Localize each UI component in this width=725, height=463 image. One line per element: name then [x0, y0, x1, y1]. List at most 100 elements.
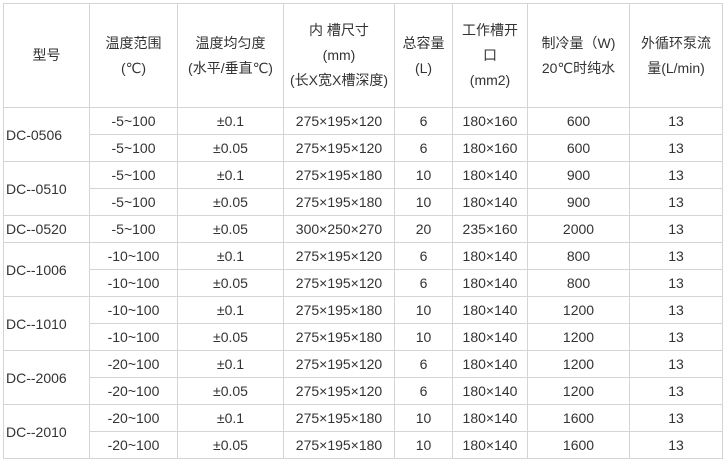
table-cell: -10~100 — [89, 269, 178, 297]
column-header: 温度范围 (℃) — [89, 3, 178, 108]
table-cell: ±0.05 — [177, 215, 284, 243]
model-cell: DC--1006 — [3, 242, 90, 297]
column-header-line: 工作槽开 — [462, 22, 518, 38]
table-cell: ±0.1 — [177, 296, 284, 324]
table-cell: 1600 — [527, 404, 630, 432]
table-cell: 1200 — [527, 377, 630, 405]
table-cell: 180×160 — [452, 134, 528, 162]
table-cell: -10~100 — [89, 296, 178, 324]
column-header: 温度均匀度 (水平/垂直℃) — [177, 3, 284, 108]
table-row: -20~100 ±0.05 275×195×180 10 180×140 1600 13 — [4, 431, 723, 459]
table-cell: ±0.05 — [177, 188, 284, 216]
table-cell: 20 — [394, 215, 453, 243]
model-cell: DC--2010 — [3, 404, 90, 459]
table-cell: ±0.1 — [177, 404, 284, 432]
table-cell: 1200 — [527, 296, 630, 324]
table-row: -20~100 ±0.05 275×195×120 6 180×140 1200 13 — [4, 377, 723, 405]
column-header: 总容量 (L) — [394, 3, 453, 108]
table-cell: 1600 — [527, 431, 630, 459]
table-cell: 180×140 — [452, 323, 528, 351]
table-cell: 1200 — [527, 350, 630, 378]
table-cell: 6 — [394, 350, 453, 378]
table-cell: 13 — [629, 269, 723, 297]
table-cell: 300×250×270 — [283, 215, 395, 243]
table-cell: 180×160 — [452, 107, 528, 135]
table-cell: ±0.05 — [177, 323, 284, 351]
table-cell: 13 — [629, 404, 723, 432]
table-cell: ±0.05 — [177, 377, 284, 405]
table-cell: 275×195×120 — [283, 350, 395, 378]
table-cell: 800 — [527, 242, 630, 270]
table-cell: 13 — [629, 134, 723, 162]
table-cell: -10~100 — [89, 323, 178, 351]
table-cell: 600 — [527, 107, 630, 135]
model-cell: DC--0520 — [3, 215, 90, 243]
table-row: DC--2006 -20~100 ±0.1 275×195×120 6 180×140 12… — [3, 350, 723, 405]
table-cell: 13 — [629, 323, 723, 351]
table-cell: 275×195×120 — [283, 134, 395, 162]
table-cell: 10 — [394, 296, 453, 324]
table-cell: 180×140 — [452, 431, 528, 459]
table-row: DC-0506 -5~100 ±0.1 275×195×120 6 180×160 600 1… — [3, 107, 723, 162]
table-cell: 235×160 — [452, 215, 528, 243]
table-cell: 6 — [394, 107, 453, 135]
table-cell: 10 — [394, 188, 453, 216]
table-cell: 13 — [629, 161, 723, 189]
table-cell: 13 — [629, 215, 723, 243]
table-row: -10~100 ±0.05 275×195×120 6 180×140 800 13 — [4, 269, 723, 297]
table-cell: ±0.1 — [177, 350, 284, 378]
table-cell: ±0.1 — [177, 107, 284, 135]
column-header-line: (mm2) — [469, 72, 511, 88]
column-header-line: 总容量 — [402, 34, 445, 51]
table-row: DC--0520 -5~100 ±0.05 300×250×270 20 235×160 2… — [3, 215, 723, 243]
table-cell: 900 — [527, 188, 630, 216]
table-row: DC--0510 -5~100 ±0.1 275×195×180 10 180×140 90… — [3, 161, 723, 216]
table-cell: 275×195×120 — [283, 269, 395, 297]
table-cell: 13 — [629, 377, 723, 405]
table-cell: 275×195×180 — [283, 296, 395, 324]
model-cell: DC-0506 — [3, 107, 90, 162]
table-cell: -5~100 — [89, 215, 178, 243]
header-row: 型号 温度范围 (℃) 温度均匀度 (水平/垂直℃) 内 槽尺寸 (mm) (长X宽X槽深度)… — [3, 3, 723, 108]
table-cell: ±0.1 — [177, 161, 284, 189]
table-cell: 180×140 — [452, 242, 528, 270]
table-row: DC--1010 -10~100 ±0.1 275×195×180 10 180×140 1… — [3, 296, 723, 351]
column-header-line: 型号 — [32, 47, 61, 63]
column-header-line: 20℃时纯水 — [541, 59, 616, 76]
column-header-line: (水平/垂直℃) — [188, 59, 273, 76]
table-row: DC--1006 -10~100 ±0.1 275×195×120 6 180×140 80… — [3, 242, 723, 297]
table-cell: 180×140 — [452, 161, 528, 189]
column-header-line: 口 — [483, 47, 497, 63]
model-cell: DC--1010 — [3, 296, 90, 351]
table-cell: 13 — [629, 107, 723, 135]
table-row: -10~100 ±0.05 275×195×180 10 180×140 1200 13 — [4, 323, 723, 351]
table-cell: 180×140 — [452, 188, 528, 216]
table-cell: 275×195×180 — [283, 323, 395, 351]
column-header-line: (长X宽X槽深度) — [290, 72, 388, 88]
table-cell: 900 — [527, 161, 630, 189]
table-cell: ±0.05 — [177, 431, 284, 459]
table-cell: 180×140 — [452, 296, 528, 324]
column-header-line: 制冷量（W) — [541, 34, 616, 51]
table-cell: -20~100 — [89, 431, 178, 459]
table-cell: 6 — [394, 134, 453, 162]
table-cell: 10 — [394, 404, 453, 432]
table-cell: 6 — [394, 242, 453, 270]
column-header-line: (℃) — [120, 59, 147, 76]
column-header: 型号 — [3, 3, 90, 108]
column-header: 制冷量（W) 20℃时纯水 — [527, 3, 630, 108]
spec-table: 型号 温度范围 (℃) 温度均匀度 (水平/垂直℃) 内 槽尺寸 (mm) (长X宽X槽深度)… — [3, 3, 723, 459]
table-cell: 6 — [394, 377, 453, 405]
table-cell: -5~100 — [89, 188, 178, 216]
table-cell: -10~100 — [89, 242, 178, 270]
table-cell: 275×195×180 — [283, 431, 395, 459]
table-cell: 275×195×120 — [283, 242, 395, 270]
column-header-line: 内 槽尺寸 — [309, 22, 369, 38]
table-cell: 275×195×120 — [283, 377, 395, 405]
table-cell: 180×140 — [452, 350, 528, 378]
table-cell: -20~100 — [89, 350, 178, 378]
table-cell: 6 — [394, 269, 453, 297]
table-cell: ±0.1 — [177, 242, 284, 270]
table-cell: 275×195×180 — [283, 188, 395, 216]
table-cell: 10 — [394, 323, 453, 351]
